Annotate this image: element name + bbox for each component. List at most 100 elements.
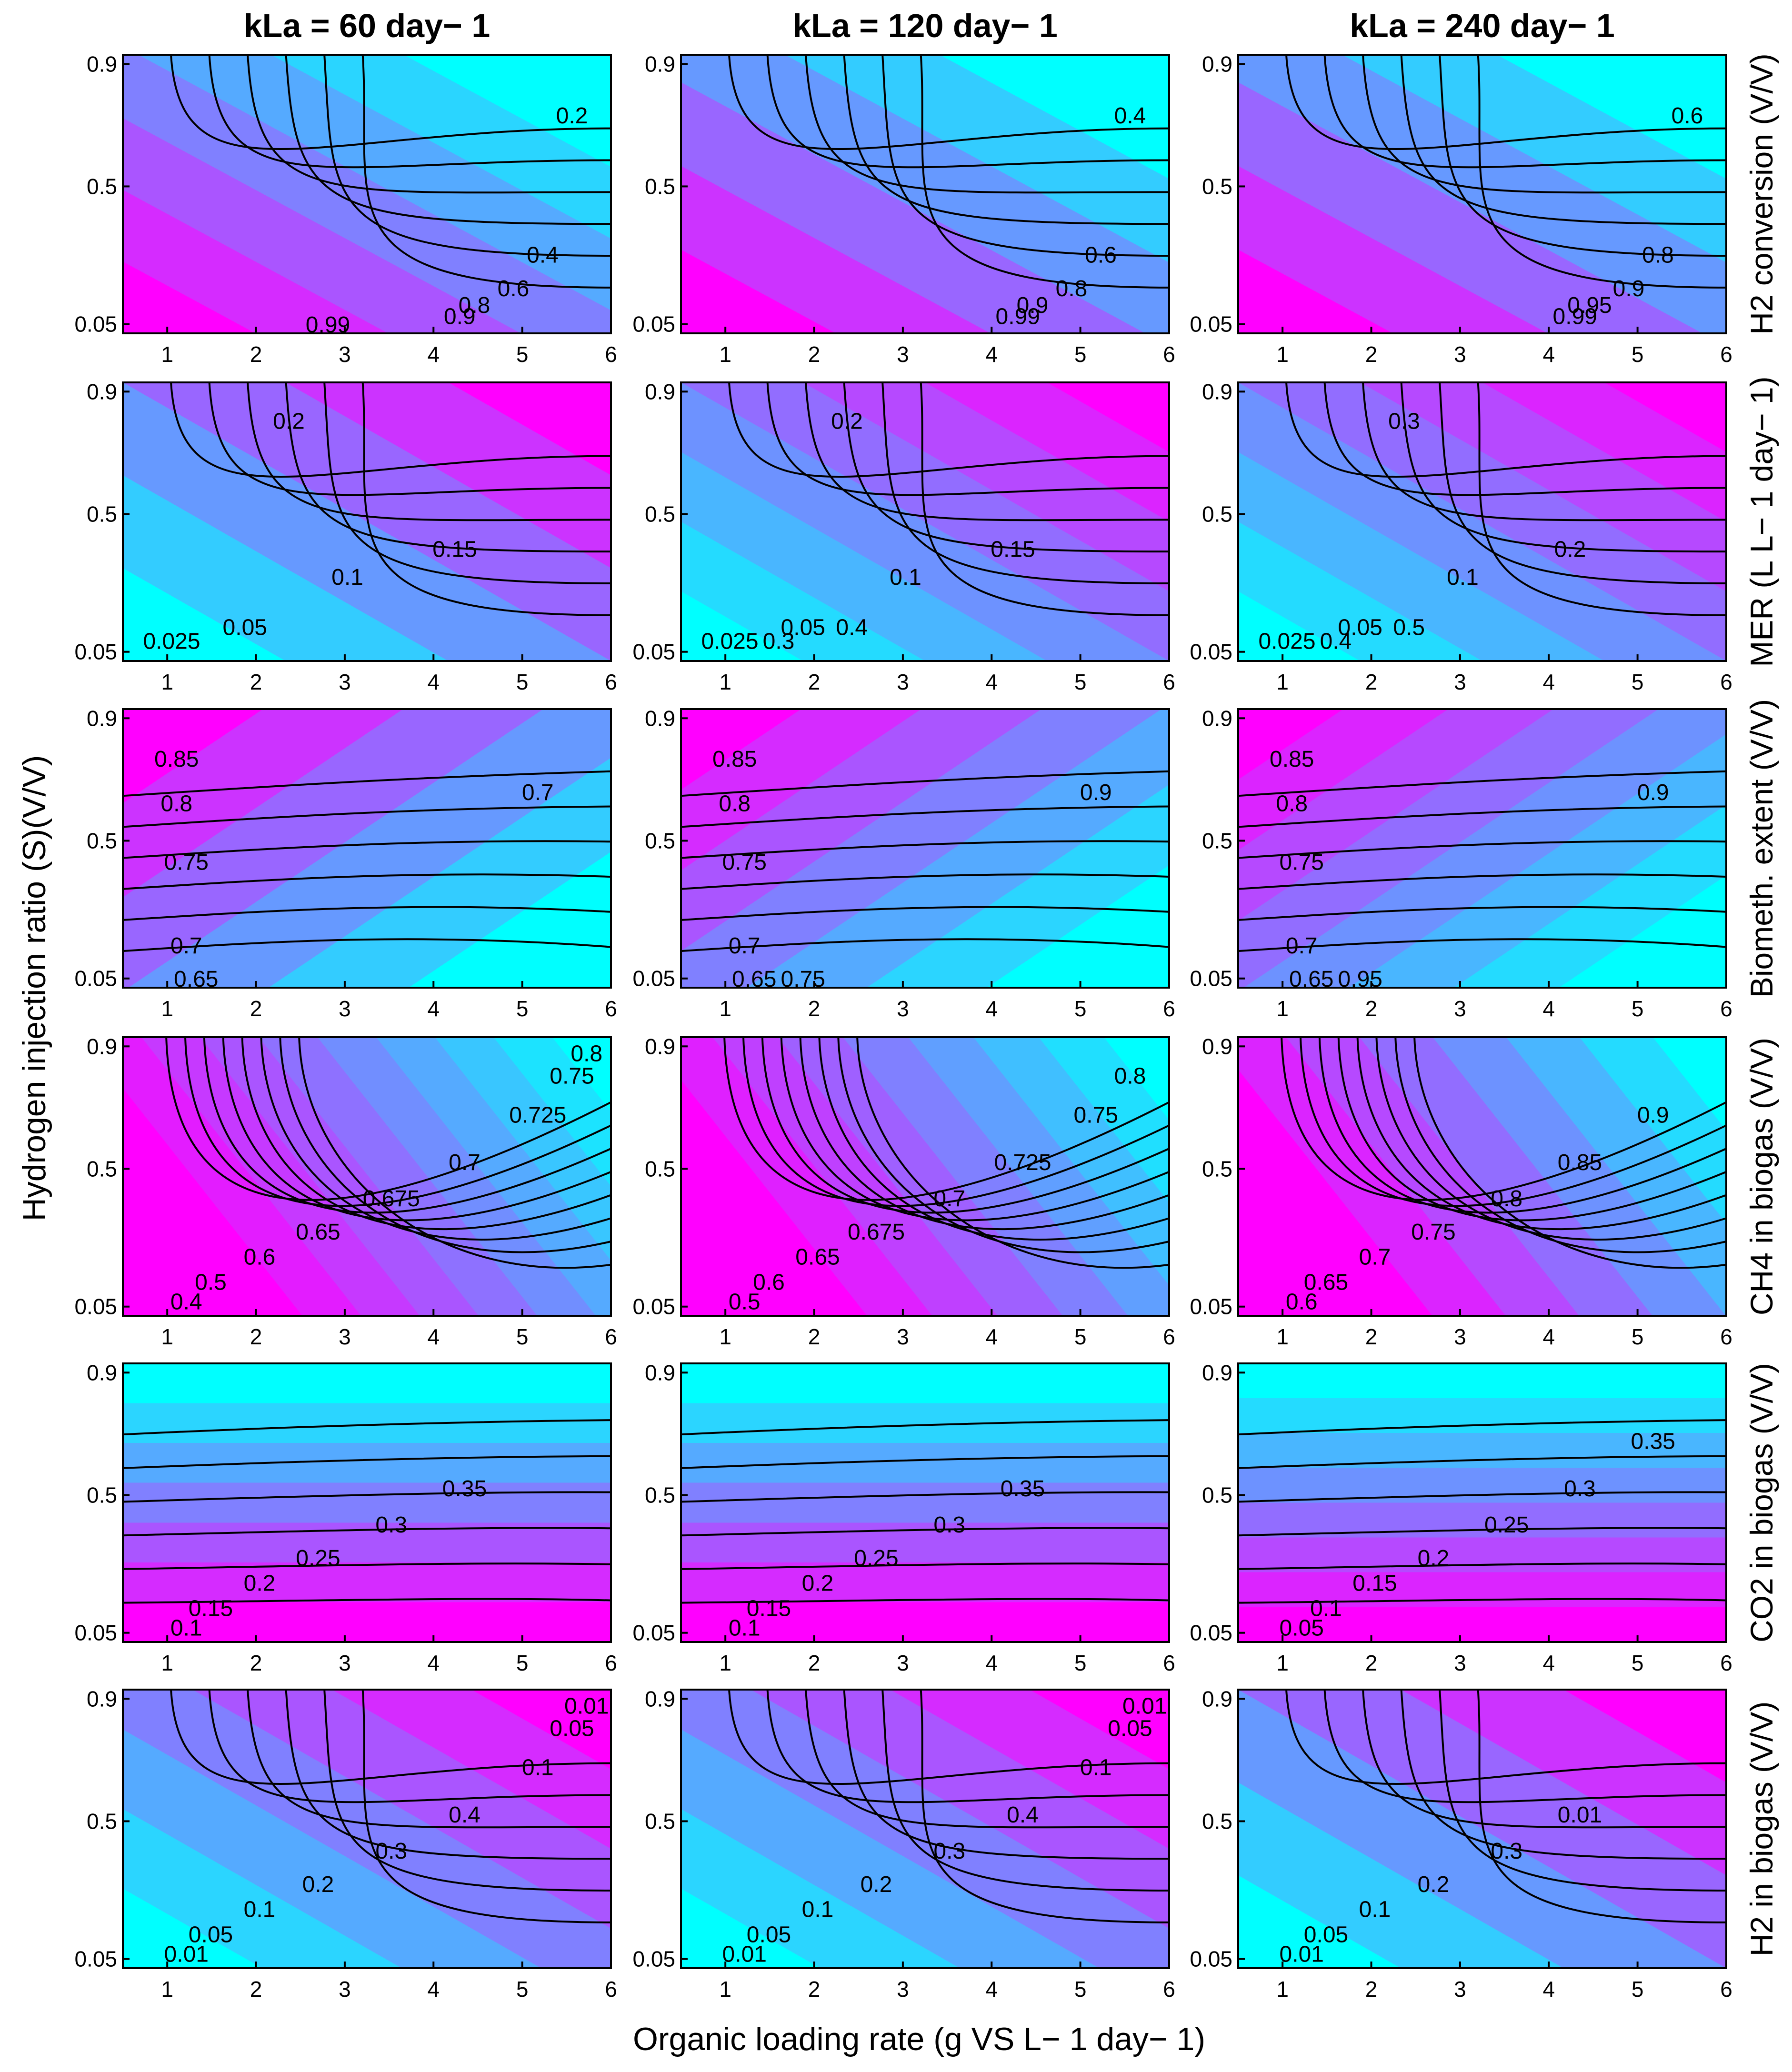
contour-line: [170, 382, 611, 478]
x-tick-label: 6: [1720, 1324, 1732, 1349]
contour-fill: [123, 55, 611, 333]
contour-label: 0.6: [1672, 103, 1703, 129]
contour-line: [122, 1598, 611, 1604]
y-tick-label: 0.5: [87, 1809, 117, 1833]
contour-label: 0.65: [296, 1220, 340, 1245]
x-tick-label: 2: [250, 342, 262, 367]
contour-line: [1477, 382, 1727, 616]
contour-line: [766, 54, 1170, 169]
contour-label: 0.6: [498, 276, 530, 301]
contour-label: 0.8: [1114, 1063, 1146, 1089]
x-tick-label: 4: [985, 996, 998, 1021]
contour-line: [1238, 906, 1727, 921]
contour-label: 0.1: [729, 1615, 761, 1641]
contour-label: 0.01: [164, 1942, 209, 1967]
x-tick-label: 2: [808, 342, 821, 367]
x-tick-label: 4: [1542, 670, 1555, 694]
contour-line: [285, 54, 611, 225]
row-title: H2 conversion (V/V): [1744, 53, 1779, 335]
contour-label: 0.15: [991, 537, 1035, 562]
x-tick-label: 4: [427, 670, 440, 694]
contour-line: [681, 1598, 1170, 1604]
ticks: 1 2 3 4 5 6 0.05 0.5 0.9: [74, 1686, 617, 2002]
contour-label: 0.15: [747, 1596, 791, 1621]
x-tick-label: 4: [427, 1324, 440, 1349]
contour-label: 0.05: [747, 1922, 791, 1947]
contour-label: 0.5: [195, 1270, 227, 1295]
contour-label: 0.725: [994, 1150, 1051, 1175]
x-tick-label: 4: [985, 1651, 998, 1675]
contour-lines: [1285, 1689, 1727, 1923]
contour-label: 0.05: [550, 1716, 594, 1741]
x-tick-label: 1: [719, 1324, 731, 1349]
y-tick-label: 0.05: [1190, 1947, 1232, 1972]
contour-lines: [728, 382, 1170, 616]
row-title: CH4 in biogas (V/V): [1744, 1038, 1779, 1315]
y-tick-label: 0.9: [87, 1686, 117, 1711]
y-tick-label: 0.5: [645, 1156, 675, 1181]
panel-frame: [680, 1689, 1170, 1969]
contour-line: [681, 1419, 1170, 1436]
contour-label: 0.2: [1418, 1872, 1450, 1897]
y-tick-label: 0.9: [645, 1034, 675, 1059]
contour-label: 0.75: [550, 1063, 594, 1089]
x-tick-label: 3: [339, 342, 351, 367]
contour-lines: [170, 382, 611, 616]
x-tick-label: 1: [161, 670, 173, 694]
contour-line: [766, 382, 1170, 496]
contour-label: 0.3: [375, 1839, 407, 1864]
panel-frame: [122, 381, 612, 662]
contour-label: 0.8: [1056, 276, 1088, 301]
x-tick-label: 4: [427, 342, 440, 367]
contour-label: 0.05: [189, 1922, 233, 1947]
contour-label: 0.65: [795, 1245, 840, 1270]
x-tick-label: 6: [605, 1651, 617, 1675]
x-tick-label: 2: [808, 996, 821, 1021]
panel-frame: [122, 708, 612, 989]
contour-label: 0.2: [1418, 1546, 1450, 1571]
contour-fill: [1238, 1037, 1726, 1316]
y-tick-label: 0.5: [87, 501, 117, 526]
contour-line: [818, 1037, 1170, 1241]
contour-panel: 0.60.65 0.7 0.75 0.8 0.85 0.9 1 2 3 4 5 6 0.05 0.5 0.9: [1190, 1034, 1732, 1349]
ticks: 1 2 3 4 5 6 0.05 0.5 0.9: [1190, 51, 1732, 367]
contour-line: [881, 54, 1170, 257]
contour-label: 0.01: [1558, 1802, 1602, 1828]
x-tick-label: 5: [516, 670, 529, 694]
y-tick-label: 0.05: [74, 312, 117, 337]
contour-panel: 0.10.15 0.2 0.25 0.3 0.35 1 2 3 4 5 6 0.05 0.5 0.9: [632, 1360, 1175, 1675]
x-tick-label: 5: [516, 342, 529, 367]
x-tick-label: 4: [1542, 342, 1555, 367]
contour-line: [298, 1037, 611, 1269]
row-title: CO2 in biogas (V/V): [1744, 1363, 1779, 1642]
contour-label: 0.05: [1304, 1922, 1348, 1947]
contour-line: [1439, 1689, 1727, 1892]
y-tick-label: 0.05: [1190, 1294, 1232, 1319]
contour-label: 0.4: [170, 1289, 202, 1314]
x-tick-label: 1: [719, 1977, 731, 2002]
contour-line: [122, 1527, 611, 1537]
contour-label: 0.1: [890, 565, 921, 590]
x-tick-label: 1: [719, 1651, 731, 1675]
x-tick-label: 1: [1276, 1324, 1289, 1349]
contour-line: [1439, 382, 1727, 585]
x-tick-label: 1: [161, 342, 173, 367]
x-tick-label: 5: [1632, 342, 1644, 367]
contour-fill: [681, 382, 1169, 661]
ticks: 1 2 3 4 5 6 0.05 0.5 0.9: [74, 706, 617, 1021]
contour-label: 0.85: [154, 747, 199, 772]
contour-label: 0.7: [933, 1186, 965, 1211]
x-tick-label: 4: [427, 1977, 440, 2002]
contour-line: [279, 1037, 611, 1253]
x-tick-label: 3: [339, 1651, 351, 1675]
panel-frame: [122, 54, 612, 334]
y-tick-label: 0.05: [1190, 966, 1232, 991]
x-tick-label: 1: [719, 996, 731, 1021]
x-tick-label: 1: [161, 1651, 173, 1675]
y-tick-label: 0.9: [645, 706, 675, 731]
contour-panel: 0.025 0.05 0.1 0.15 0.2 0.3 0.4 1 2 3 4 5 6 0.05 0.5 0.…: [632, 379, 1175, 694]
ticks: 1 2 3 4 5 6 0.05 0.5 0.9: [1190, 379, 1732, 694]
contour-label: 0.6: [1286, 1289, 1318, 1314]
contour-label: 0.7: [449, 1150, 481, 1175]
contour-label: 0.2: [556, 103, 588, 129]
